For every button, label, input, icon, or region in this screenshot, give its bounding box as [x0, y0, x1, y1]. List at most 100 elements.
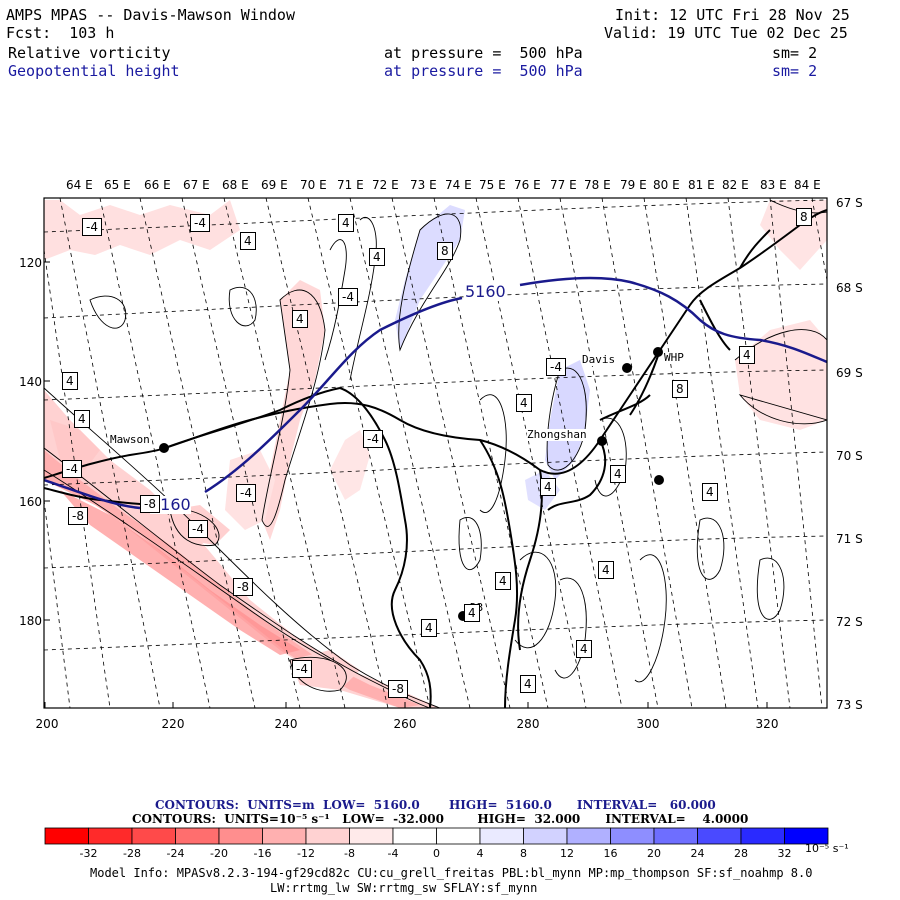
height-contour-5160 — [44, 276, 827, 510]
longitude-label: 82 E — [722, 178, 749, 192]
vorticity-label: -8 — [388, 680, 408, 698]
init-time: Init: 12 UTC Fri 28 Nov 25 — [615, 6, 850, 24]
vorticity-label: -4 — [190, 214, 210, 232]
station-label: Davis — [582, 353, 616, 366]
x-axis-label: 300 — [636, 717, 660, 731]
station-dot-unnamed — [654, 475, 664, 485]
longitude-label: 79 E — [620, 178, 647, 192]
y-axis-label: 140 — [19, 375, 42, 389]
vorticity-label: -4 — [292, 660, 312, 678]
colorbar-tick-label: 16 — [603, 847, 618, 860]
vorticity-label: 4 — [610, 465, 626, 483]
x-axis-label: 220 — [161, 717, 185, 731]
y-axis-label: 120 — [19, 256, 42, 270]
smoothing-label-vorticity: sm= 2 — [772, 44, 818, 62]
colorbar-tick-label: -12 — [297, 847, 315, 860]
forecast-hour: Fcst: 103 h — [6, 24, 115, 42]
vorticity-label: 4 — [338, 214, 354, 232]
colorbar-tick-label: 28 — [734, 847, 748, 860]
longitude-label: 78 E — [584, 178, 611, 192]
latitude-label: 68 S — [836, 281, 863, 295]
vorticity-label: 4 — [516, 394, 532, 412]
longitude-label: 73 E — [410, 178, 437, 192]
latitude-label: 71 S — [836, 532, 863, 546]
colorbar-tick-label: 32 — [777, 847, 792, 860]
longitude-label: 83 E — [760, 178, 787, 192]
station-label: Mawson — [110, 433, 150, 446]
vorticity-label: -4 — [338, 288, 358, 306]
vorticity-label: -8 — [140, 495, 160, 513]
field-label-vorticity: Relative vorticity — [8, 44, 171, 62]
station-label: WHP — [664, 351, 684, 364]
colorbar-tick-label: 24 — [690, 847, 705, 860]
vorticity-label: -4 — [363, 430, 383, 448]
vorticity-label: -4 — [546, 358, 566, 376]
vorticity-label: 8 — [437, 242, 453, 260]
coastline — [44, 209, 827, 708]
vorticity-label: 4 — [421, 619, 437, 637]
longitude-label: 65 E — [104, 178, 131, 192]
station-dot-mawson — [159, 443, 169, 453]
valid-time: Valid: 19 UTC Tue 02 Dec 25 — [604, 24, 848, 42]
lat-lon-grid — [44, 198, 827, 708]
station-dot-davis — [622, 363, 632, 373]
plot-frame — [43, 197, 828, 709]
longitude-label: 74 E — [445, 178, 472, 192]
longitude-label: 80 E — [653, 178, 680, 192]
colorbar-tick-label: -4 — [387, 847, 399, 860]
map-title: AMPS MPAS -- Davis-Mawson Window — [6, 6, 295, 24]
vorticity-label: 8 — [796, 208, 812, 226]
longitude-label: 76 E — [514, 178, 541, 192]
colorbar-tick-label: -28 — [123, 847, 141, 860]
longitude-label: 84 E — [794, 178, 821, 192]
x-axis-label: 200 — [35, 717, 59, 731]
longitude-label: 66 E — [144, 178, 171, 192]
height-contour-label: 5160 — [465, 282, 506, 301]
latitude-label: 69 S — [836, 366, 863, 380]
vorticity-label: 4 — [598, 561, 614, 579]
colorbar-tick-label: -16 — [253, 847, 272, 860]
latitude-label: 73 S — [836, 698, 863, 712]
colorbar-tick-label: -8 — [344, 847, 355, 860]
contours-info-vorticity: CONTOURS: UNITS=10⁻⁵ s⁻¹ LOW= -32.000 HI… — [132, 812, 749, 826]
colorbar-tick-label: 8 — [520, 847, 527, 860]
longitude-label: 77 E — [550, 178, 577, 192]
vorticity-label: 4 — [702, 483, 718, 501]
longitude-label: 68 E — [222, 178, 249, 192]
longitude-label: 72 E — [372, 178, 399, 192]
colorbar-tick-label: 4 — [476, 847, 484, 860]
y-axis-label: 160 — [19, 495, 42, 509]
vorticity-label: 4 — [520, 675, 536, 693]
colorbar-tick-label: -24 — [166, 847, 185, 860]
vorticity-label: 4 — [74, 410, 90, 428]
longitude-label: 71 E — [337, 178, 364, 192]
vorticity-label: 4 — [369, 248, 385, 266]
model-info-line2: LW:rrtmg_lw SW:rrtmg_sw SFLAY:sf_mynn — [270, 881, 538, 895]
colorbar-units: 10⁻⁵ s⁻¹ — [805, 842, 849, 855]
field-label-height: Geopotential height — [8, 62, 180, 80]
station-dot-whp — [653, 347, 663, 357]
vorticity-label: 4 — [464, 604, 480, 622]
vorticity-label: 8 — [672, 380, 688, 398]
x-axis-label: 260 — [393, 717, 417, 731]
x-axis-label: 280 — [516, 717, 540, 731]
vorticity-label: -4 — [62, 460, 82, 478]
smoothing-label-height: sm= 2 — [772, 62, 818, 80]
colorbar-tick-label: -32 — [79, 847, 98, 860]
vorticity-label: -4 — [236, 484, 256, 502]
y-axis-label: 180 — [19, 614, 42, 628]
vorticity-label: 4 — [62, 372, 78, 390]
x-axis-label: 240 — [274, 717, 298, 731]
contours-info-height: CONTOURS: UNITS=m LOW= 5160.0 HIGH= 5160… — [155, 798, 716, 812]
longitude-label: 64 E — [66, 178, 93, 192]
colorbar-tick-label: 12 — [560, 847, 574, 860]
pressure-label-vorticity: at pressure = 500 hPa — [384, 44, 583, 62]
station-label: Zhongshan — [527, 428, 587, 441]
vorticity-label: 4 — [540, 478, 556, 496]
colorbar-tick-label: 0 — [433, 847, 440, 860]
vorticity-label: 4 — [292, 310, 308, 328]
vorticity-label: 4 — [739, 346, 755, 364]
station-dot-zhongshan — [597, 436, 607, 446]
